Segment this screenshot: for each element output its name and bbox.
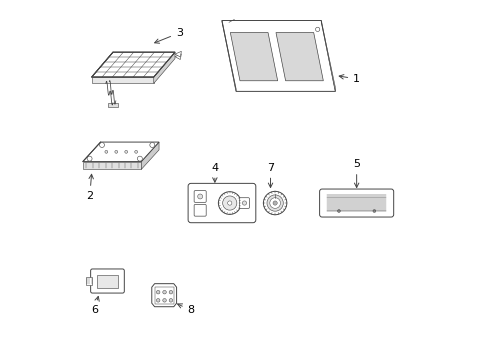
Text: 8: 8 xyxy=(177,304,195,315)
Circle shape xyxy=(99,143,104,148)
FancyBboxPatch shape xyxy=(194,191,206,202)
Circle shape xyxy=(87,156,92,161)
Circle shape xyxy=(105,150,108,153)
Circle shape xyxy=(163,298,166,302)
Polygon shape xyxy=(92,52,175,77)
FancyBboxPatch shape xyxy=(194,204,206,216)
Bar xyxy=(97,275,118,288)
Circle shape xyxy=(169,298,172,302)
Circle shape xyxy=(228,201,232,205)
Circle shape xyxy=(316,27,320,31)
Circle shape xyxy=(135,150,138,153)
FancyBboxPatch shape xyxy=(91,269,124,293)
Polygon shape xyxy=(222,21,335,91)
Text: 1: 1 xyxy=(339,74,360,84)
Polygon shape xyxy=(230,32,278,81)
Circle shape xyxy=(156,298,160,302)
Polygon shape xyxy=(83,162,141,169)
Circle shape xyxy=(338,210,341,212)
Circle shape xyxy=(197,194,203,199)
Text: 7: 7 xyxy=(267,163,274,188)
Bar xyxy=(86,278,93,284)
FancyBboxPatch shape xyxy=(319,189,393,217)
Circle shape xyxy=(115,150,118,153)
Circle shape xyxy=(156,291,160,294)
Circle shape xyxy=(264,192,287,215)
Polygon shape xyxy=(83,142,159,162)
Bar xyxy=(108,103,118,107)
Circle shape xyxy=(150,143,155,148)
Circle shape xyxy=(270,198,280,208)
Polygon shape xyxy=(276,32,323,81)
Polygon shape xyxy=(222,21,236,91)
Polygon shape xyxy=(175,54,181,59)
Bar xyxy=(155,287,174,304)
Polygon shape xyxy=(154,52,175,84)
Circle shape xyxy=(222,196,237,210)
Text: 3: 3 xyxy=(155,28,183,43)
Circle shape xyxy=(219,192,241,215)
Circle shape xyxy=(373,210,376,212)
Polygon shape xyxy=(222,21,321,25)
Text: 5: 5 xyxy=(353,159,360,188)
Circle shape xyxy=(137,156,143,161)
Polygon shape xyxy=(175,51,181,57)
Circle shape xyxy=(169,291,172,294)
Circle shape xyxy=(243,201,246,205)
Circle shape xyxy=(163,291,166,294)
Circle shape xyxy=(267,195,283,211)
Text: 6: 6 xyxy=(91,296,99,315)
Polygon shape xyxy=(152,284,176,307)
Circle shape xyxy=(273,201,277,205)
Polygon shape xyxy=(321,21,335,91)
FancyBboxPatch shape xyxy=(240,198,249,208)
Polygon shape xyxy=(92,77,154,84)
FancyBboxPatch shape xyxy=(188,183,256,223)
Text: 4: 4 xyxy=(211,163,219,182)
Polygon shape xyxy=(141,142,159,169)
Text: 2: 2 xyxy=(86,174,94,201)
Circle shape xyxy=(125,150,127,153)
